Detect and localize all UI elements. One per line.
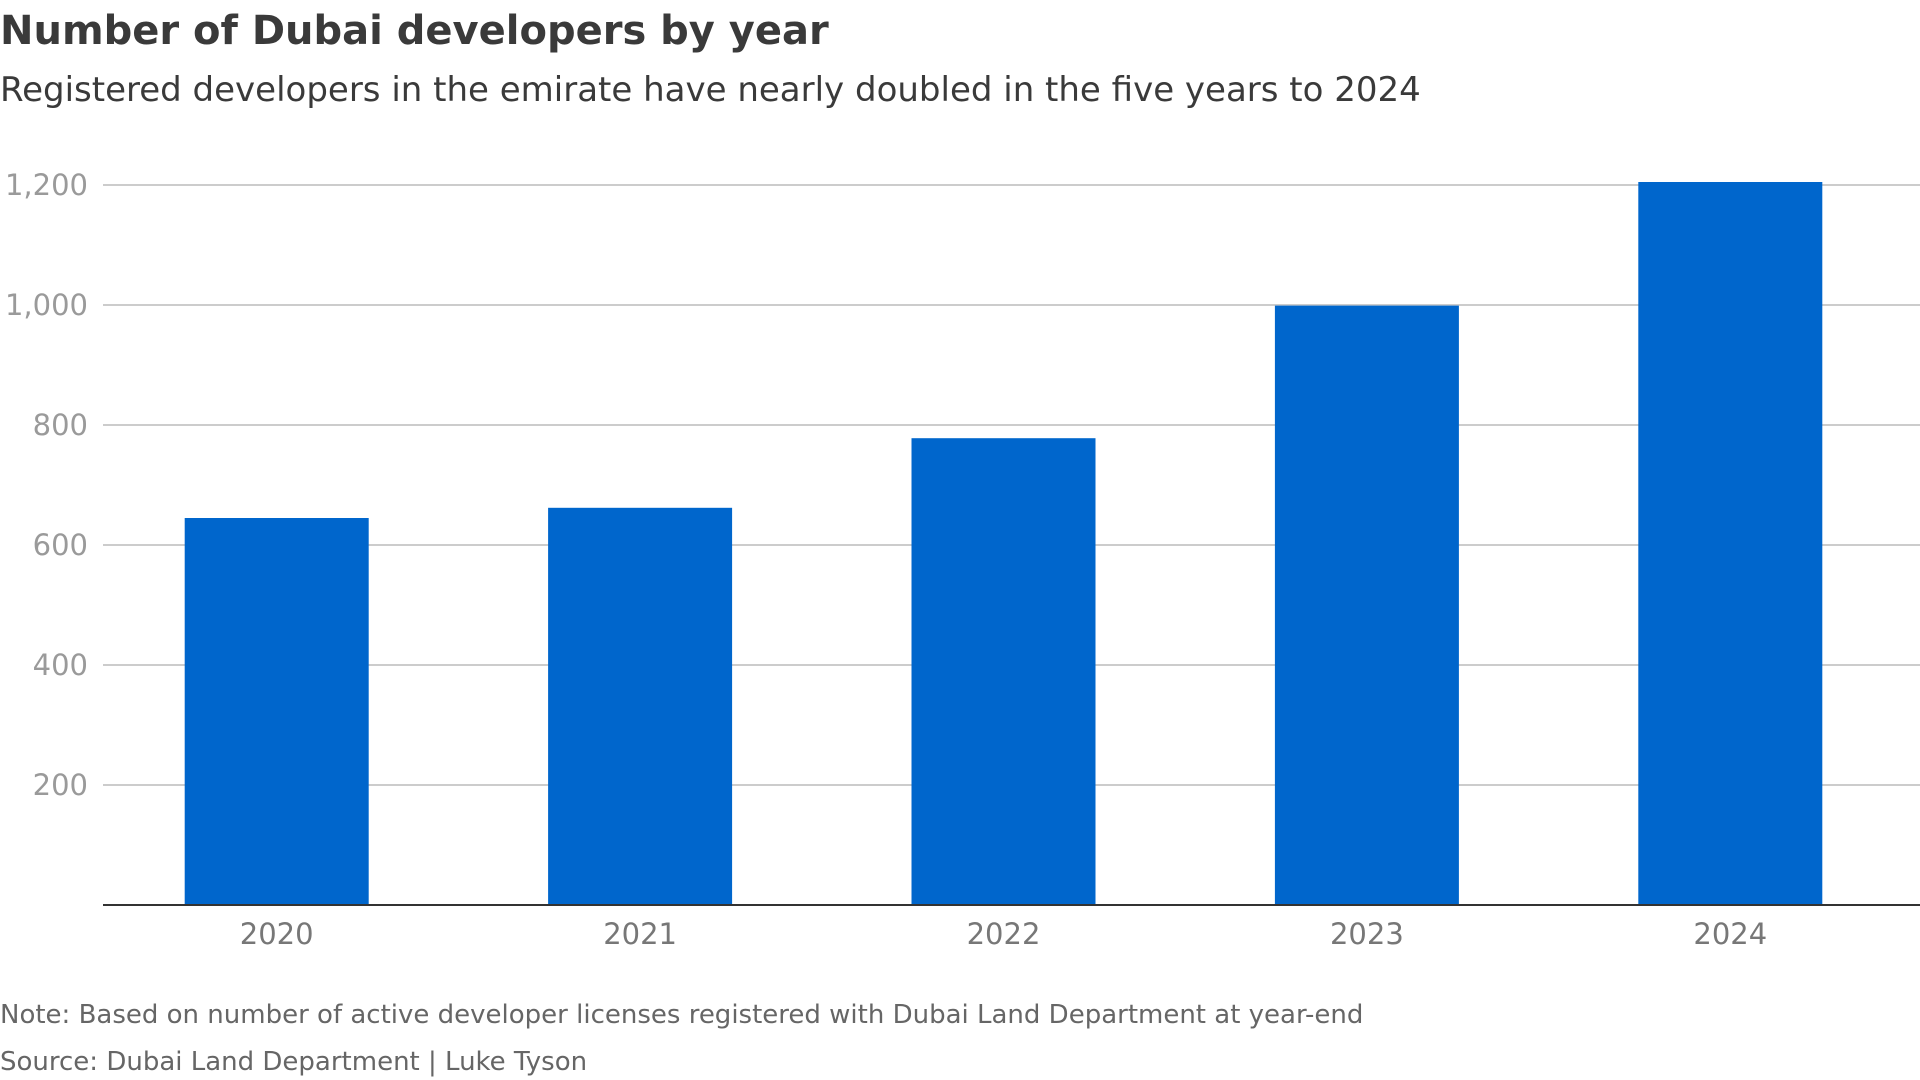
x-tick-label: 2023 (1330, 917, 1404, 951)
y-tick-label: 1,000 (5, 288, 88, 322)
chart-title: Number of Dubai developers by year (0, 8, 829, 54)
bar-2024 (1638, 182, 1823, 905)
bar-2022 (911, 438, 1096, 905)
x-tick-label: 2024 (1693, 917, 1767, 951)
x-tick-label: 2022 (967, 917, 1041, 951)
y-tick-label: 400 (33, 648, 88, 682)
chart-subtitle: Registered developers in the emirate hav… (0, 70, 1421, 110)
bar-2023 (1274, 305, 1459, 906)
x-tick-label: 2020 (240, 917, 314, 951)
y-tick-label: 200 (33, 768, 88, 802)
x-tick-label: 2021 (603, 917, 677, 951)
y-tick-label: 600 (33, 528, 88, 562)
y-tick-label: 1,200 (5, 168, 88, 202)
chart-source: Source: Dubai Land Department | Luke Tys… (0, 1047, 588, 1077)
bar-2021 (548, 507, 733, 905)
bar-2020 (184, 518, 369, 905)
chart-note: Note: Based on number of active develope… (0, 1000, 1364, 1030)
y-tick-label: 800 (33, 408, 88, 442)
